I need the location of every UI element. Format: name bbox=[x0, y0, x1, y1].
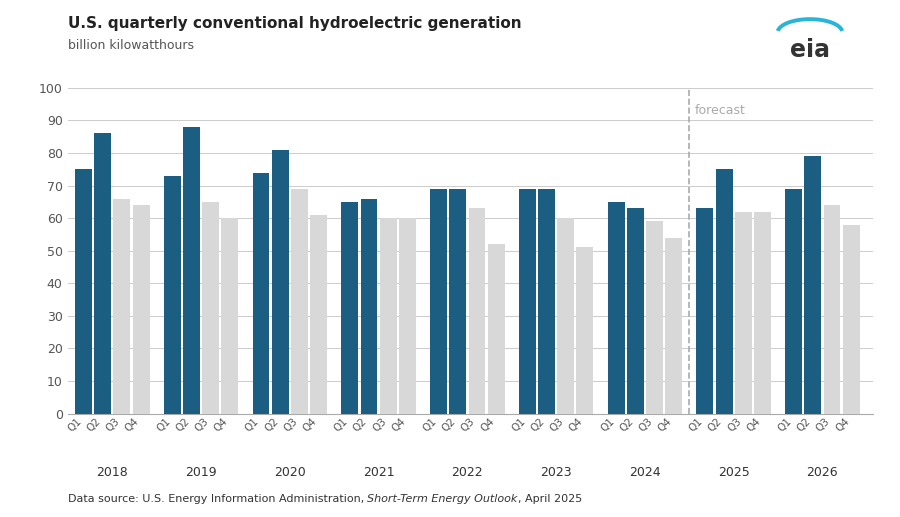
Text: 2020: 2020 bbox=[274, 466, 306, 479]
Bar bbox=[361, 199, 377, 414]
Bar bbox=[291, 189, 308, 414]
Bar bbox=[221, 218, 239, 414]
Bar bbox=[646, 221, 663, 414]
Bar bbox=[824, 205, 841, 414]
Bar bbox=[557, 218, 574, 414]
Bar bbox=[716, 170, 733, 414]
Bar bbox=[785, 189, 802, 414]
Text: 2023: 2023 bbox=[540, 466, 572, 479]
Bar bbox=[164, 176, 181, 414]
Text: 2018: 2018 bbox=[96, 466, 128, 479]
Bar bbox=[697, 208, 714, 414]
Bar bbox=[132, 205, 149, 414]
Bar bbox=[113, 199, 130, 414]
Text: Short-Term Energy Outlook: Short-Term Energy Outlook bbox=[367, 494, 518, 504]
Text: billion kilowatthours: billion kilowatthours bbox=[68, 39, 194, 52]
Bar bbox=[754, 211, 771, 414]
Text: 2019: 2019 bbox=[185, 466, 217, 479]
Bar bbox=[310, 215, 327, 414]
Bar bbox=[488, 244, 505, 414]
Text: eia: eia bbox=[790, 38, 830, 62]
Bar bbox=[577, 248, 593, 414]
Bar bbox=[399, 218, 416, 414]
Bar bbox=[430, 189, 447, 414]
Bar bbox=[734, 211, 752, 414]
Text: forecast: forecast bbox=[695, 104, 745, 117]
Bar bbox=[627, 208, 644, 414]
Bar bbox=[94, 133, 111, 414]
Bar bbox=[805, 156, 822, 414]
Bar bbox=[449, 189, 466, 414]
Text: 2022: 2022 bbox=[452, 466, 483, 479]
Bar bbox=[469, 208, 485, 414]
Bar bbox=[380, 218, 397, 414]
Text: 2025: 2025 bbox=[718, 466, 750, 479]
Text: Data source: U.S. Energy Information Administration,: Data source: U.S. Energy Information Adm… bbox=[68, 494, 367, 504]
Text: 2021: 2021 bbox=[363, 466, 394, 479]
Bar bbox=[341, 202, 358, 414]
Text: 2024: 2024 bbox=[629, 466, 661, 479]
Bar bbox=[272, 150, 289, 414]
Bar bbox=[608, 202, 625, 414]
Bar bbox=[538, 189, 555, 414]
Bar bbox=[75, 170, 92, 414]
Bar bbox=[183, 127, 200, 414]
Bar bbox=[842, 225, 860, 414]
Bar bbox=[253, 173, 269, 414]
Bar bbox=[665, 238, 682, 414]
Bar bbox=[519, 189, 536, 414]
Text: 2026: 2026 bbox=[806, 466, 838, 479]
Text: U.S. quarterly conventional hydroelectric generation: U.S. quarterly conventional hydroelectri… bbox=[68, 16, 521, 31]
Text: , April 2025: , April 2025 bbox=[518, 494, 582, 504]
Bar bbox=[202, 202, 219, 414]
